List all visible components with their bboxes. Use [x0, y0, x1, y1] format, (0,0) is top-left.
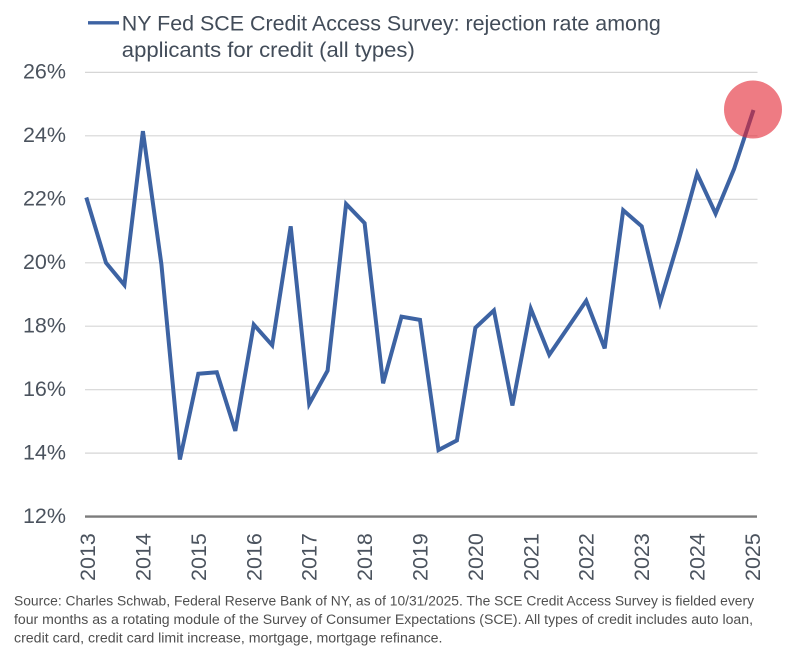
svg-text:2018: 2018: [353, 533, 377, 581]
svg-text:2024: 2024: [686, 533, 710, 581]
svg-text:26%: 26%: [23, 60, 66, 84]
svg-text:Source: Charles Schwab, Federa: Source: Charles Schwab, Federal Reserve …: [14, 594, 755, 610]
svg-text:NY Fed SCE Credit Access Surve: NY Fed SCE Credit Access Survey: rejecti…: [122, 12, 661, 36]
svg-text:18%: 18%: [23, 314, 66, 338]
svg-text:24%: 24%: [23, 123, 66, 147]
svg-text:14%: 14%: [23, 440, 66, 464]
svg-text:2023: 2023: [630, 533, 654, 581]
svg-text:four months as a rotating modu: four months as a rotating module of the …: [14, 612, 753, 628]
svg-text:20%: 20%: [23, 250, 66, 274]
svg-text:12%: 12%: [23, 504, 66, 528]
svg-text:applicants for credit (all typ: applicants for credit (all types): [122, 38, 415, 62]
svg-text:22%: 22%: [23, 187, 66, 211]
svg-text:2021: 2021: [519, 533, 543, 581]
svg-text:credit card, credit card limit: credit card, credit card limit increase,…: [14, 631, 443, 647]
svg-text:2016: 2016: [242, 533, 266, 581]
svg-text:16%: 16%: [23, 377, 66, 401]
svg-text:2020: 2020: [464, 533, 488, 581]
svg-text:2022: 2022: [575, 533, 599, 581]
svg-text:2025: 2025: [741, 533, 765, 581]
svg-text:2014: 2014: [131, 533, 155, 581]
svg-text:2013: 2013: [76, 533, 100, 581]
svg-text:2019: 2019: [409, 533, 433, 581]
svg-text:2015: 2015: [187, 533, 211, 581]
svg-text:2017: 2017: [298, 533, 322, 581]
